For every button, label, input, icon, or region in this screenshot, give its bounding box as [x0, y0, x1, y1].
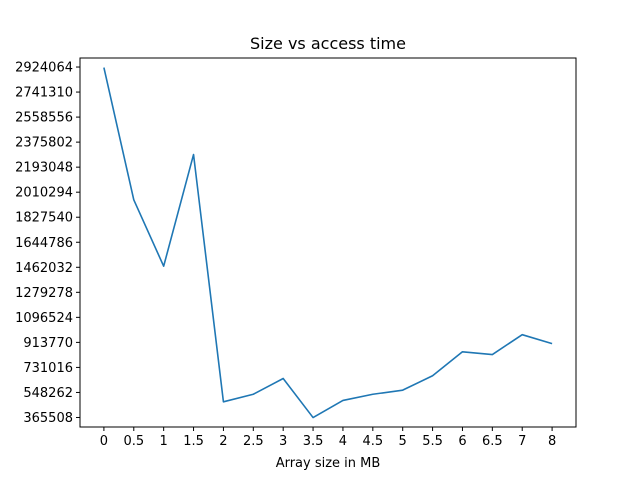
x-tick-label: 4.5	[362, 434, 383, 449]
y-tick-label: 365508	[23, 411, 73, 426]
x-tick-label: 8	[548, 434, 556, 449]
y-tick-label: 2741310	[15, 86, 73, 101]
x-tick-label: 3	[279, 434, 287, 449]
y-tick-label: 1462032	[15, 261, 73, 276]
x-tick-label: 3.5	[303, 434, 324, 449]
y-tick-label: 731016	[23, 361, 73, 376]
x-tick-label: 5.5	[422, 434, 443, 449]
y-tick-label: 1644786	[15, 236, 73, 251]
y-tick-label: 2375802	[15, 136, 73, 151]
plot-frame	[79, 57, 577, 428]
y-tick-label: 1096524	[15, 311, 73, 326]
y-tick-label: 1827540	[15, 211, 73, 226]
x-tick-label: 4	[339, 434, 347, 449]
x-tick-label: 1.5	[183, 434, 204, 449]
y-tick-label: 913770	[23, 336, 73, 351]
x-tick-label: 2	[219, 434, 227, 449]
x-axis-label: Array size in MB	[276, 456, 381, 471]
x-tick-label: 2.5	[243, 434, 264, 449]
series-line	[103, 67, 553, 419]
plot-area: 0 0.5 1 1.5 2 2.5 3 3.5 4 4.5 5 5.5 6 6.5 7 8 365508 5482…	[15, 57, 577, 449]
y-tick-label: 2558556	[15, 111, 73, 126]
x-tick-label: 0	[100, 434, 108, 449]
x-tick-label: 6	[458, 434, 466, 449]
x-tick-label: 0.5	[123, 434, 144, 449]
x-tick-label: 7	[518, 434, 526, 449]
y-tick-label: 1279278	[15, 286, 73, 301]
y-tick-label: 2010294	[15, 186, 73, 201]
x-tick-label: 1	[160, 434, 168, 449]
y-tick-label: 2193048	[15, 161, 73, 176]
x-tick-label: 5	[399, 434, 407, 449]
x-tick-label: 6.5	[482, 434, 503, 449]
chart-title: Size vs access time	[250, 34, 406, 53]
y-tick-label: 2924064	[15, 61, 73, 76]
y-tick-label: 548262	[23, 386, 73, 401]
